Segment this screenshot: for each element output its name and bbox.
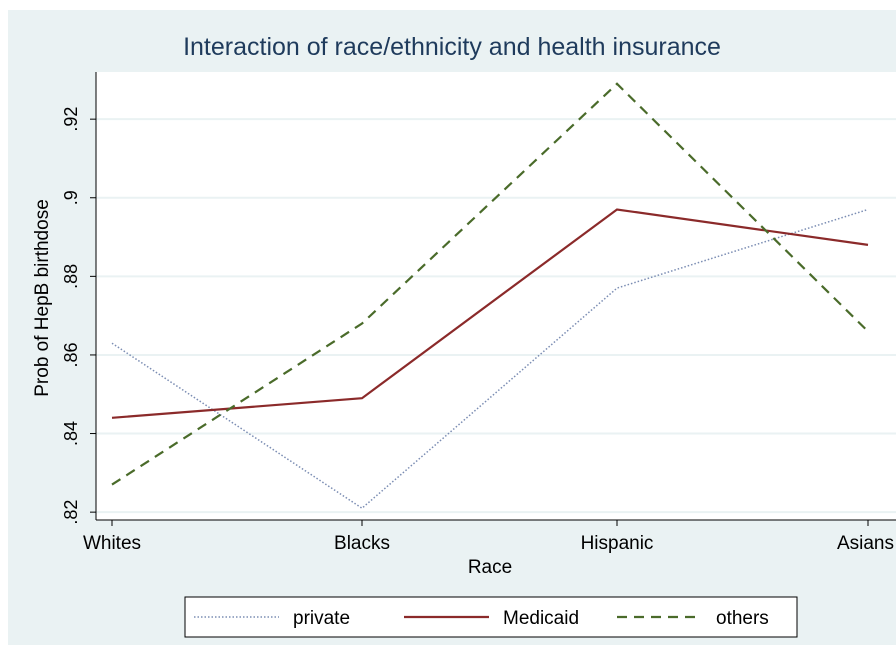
x-tick-label: Blacks (334, 533, 390, 554)
x-axis-label: Race (468, 557, 512, 578)
y-tick-label: .86 (61, 342, 81, 367)
plot-area (96, 72, 896, 520)
legend-label-private: private (293, 608, 350, 629)
gridlines (96, 118, 896, 514)
legend: private Medicaid others (184, 596, 798, 638)
legend-label-others: others (716, 608, 769, 629)
y-tick-label: .92 (61, 107, 81, 132)
y-axis-label: Prob of HepB birthdose (32, 199, 53, 397)
series-lines (111, 82, 869, 510)
series-line-others (111, 82, 869, 486)
series-line-medicaid (111, 208, 869, 419)
y-tick-label: .9 (61, 190, 81, 205)
y-tick-label: .84 (61, 421, 81, 446)
x-tick-label: Asians (837, 533, 894, 554)
y-tick-label: .82 (61, 500, 81, 525)
legend-box (184, 596, 798, 638)
x-tick-label: Hispanic (581, 533, 654, 554)
x-axis: Whites Blacks Hispanic Asians (83, 519, 896, 554)
y-tick-label: .88 (61, 264, 81, 289)
legend-label-medicaid: Medicaid (503, 608, 579, 629)
chart-title: Interaction of race/ethnicity and health… (183, 33, 721, 61)
x-tick-label: Whites (83, 533, 141, 554)
series-line-private (111, 208, 869, 510)
y-axis: .82 .84 .86 .88 .9 .92 (61, 72, 97, 525)
